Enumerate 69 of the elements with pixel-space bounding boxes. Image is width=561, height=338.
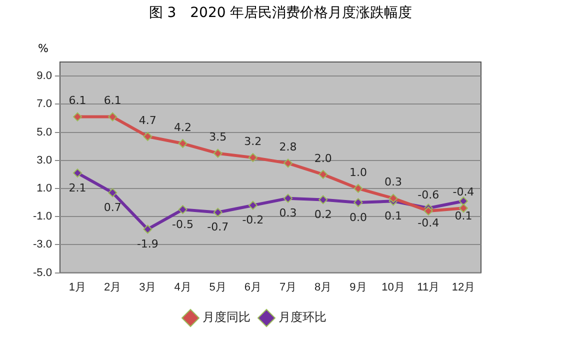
y-tick-label: -1.0 — [32, 210, 52, 223]
x-tick-label: 5月 — [209, 281, 226, 294]
y-tick-label: 9.0 — [36, 70, 52, 82]
point — [143, 132, 152, 141]
data-label: 0.3 — [279, 206, 297, 220]
data-label: 2.0 — [314, 152, 332, 165]
data-label: -1.9 — [136, 238, 158, 251]
data-label: 1.0 — [349, 166, 367, 179]
data-label: -0.6 — [418, 188, 440, 202]
point — [248, 200, 258, 210]
data-label: 0.0 — [349, 210, 367, 224]
point — [143, 224, 152, 234]
point — [388, 194, 398, 203]
x-tick-label: 7月 — [279, 281, 297, 294]
x-tick-label: 2月 — [104, 281, 122, 294]
data-label: -0.5 — [172, 218, 194, 231]
x-tick-label: 9月 — [350, 281, 367, 294]
x-tick-label: 1月 — [68, 281, 86, 294]
point — [318, 195, 328, 204]
y-tick-label: -3.0 — [32, 238, 52, 251]
y-tick-label: -5.0 — [32, 266, 52, 279]
data-label: 4.7 — [138, 114, 156, 127]
data-label: 6.1 — [68, 94, 86, 108]
data-label: 0.1 — [454, 209, 472, 222]
point — [458, 196, 468, 206]
data-label: 3.5 — [209, 130, 227, 144]
data-label: 0.3 — [384, 176, 402, 189]
point — [248, 153, 258, 162]
point — [424, 206, 433, 216]
data-label: 0.1 — [384, 209, 402, 222]
data-label: 3.2 — [244, 134, 262, 148]
x-tick-label: 10月 — [382, 281, 405, 294]
legend-label: 月度环比 — [278, 310, 326, 324]
x-tick-label: 6月 — [244, 281, 262, 294]
data-label: -0.2 — [242, 214, 264, 227]
point — [108, 188, 118, 198]
data-label: 2.1 — [68, 181, 86, 194]
data-label: -0.7 — [207, 220, 229, 234]
point — [318, 170, 328, 179]
point — [213, 208, 222, 217]
y-axis-title: % — [38, 42, 48, 55]
point — [178, 139, 188, 148]
x-tick-label: 4月 — [174, 281, 192, 294]
x-tick-label: 8月 — [314, 281, 332, 294]
data-label: 2.8 — [279, 140, 297, 154]
point — [354, 198, 363, 208]
point — [73, 168, 82, 178]
point — [284, 194, 293, 203]
point — [73, 112, 82, 122]
data-label: 4.2 — [174, 120, 192, 134]
data-label: 0.7 — [104, 201, 122, 214]
data-label: -0.4 — [452, 186, 474, 199]
y-tick-label: 3.0 — [36, 154, 52, 166]
y-tick-label: 5.0 — [36, 126, 52, 138]
chart-title: 图 3 2020 年居民消费价格月度涨跌幅度 — [148, 4, 414, 22]
point — [354, 184, 363, 193]
point — [284, 158, 293, 168]
point — [213, 148, 222, 158]
data-label: 6.1 — [104, 94, 122, 108]
y-tick-label: 1.0 — [36, 182, 52, 195]
data-label: 0.2 — [314, 208, 332, 222]
x-tick-label: 11月 — [417, 281, 440, 294]
point — [178, 205, 188, 214]
point — [108, 112, 118, 122]
legend-label: 月度同比 — [202, 310, 250, 324]
y-tick-label: 7.0 — [36, 98, 52, 110]
x-tick-label: 3月 — [139, 281, 156, 294]
data-label: -0.4 — [418, 216, 440, 230]
x-tick-label: 12月 — [452, 281, 476, 294]
